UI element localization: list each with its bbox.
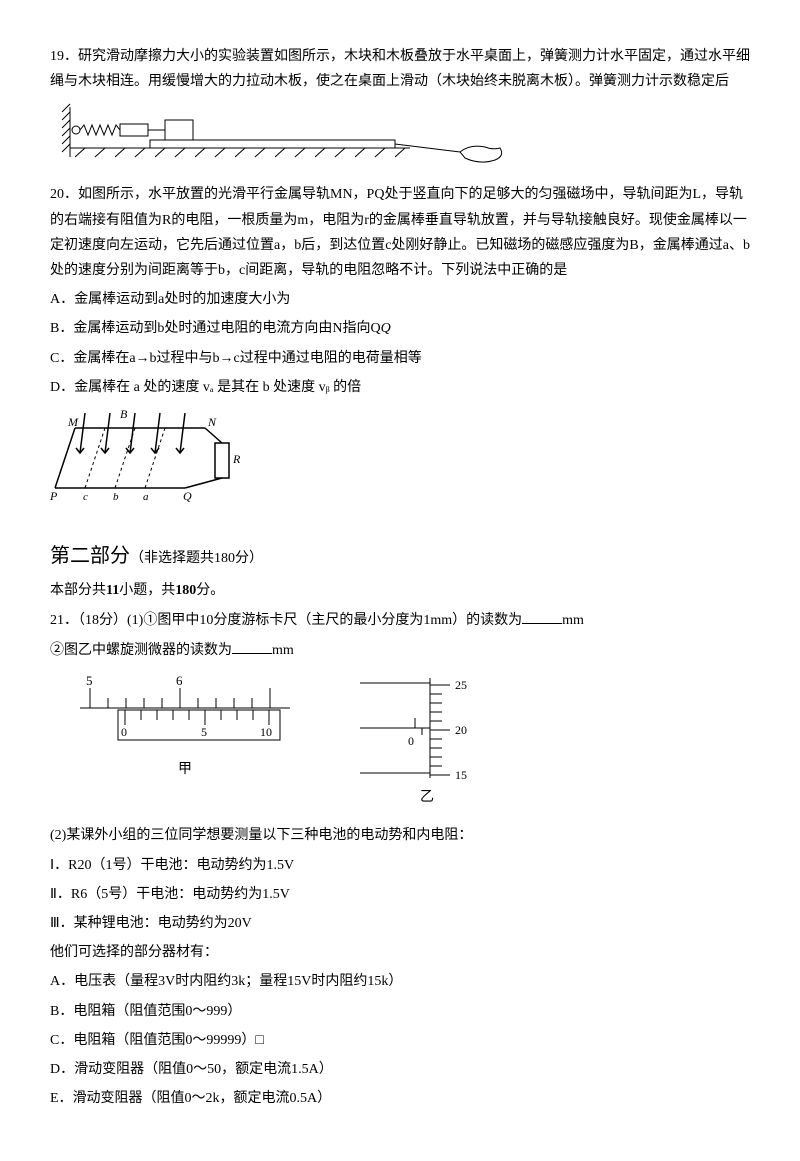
q20-figure: M N P Q R c b a B — [50, 408, 750, 518]
svg-text:5: 5 — [201, 725, 207, 739]
svg-text:25: 25 — [455, 678, 467, 692]
svg-text:R: R — [232, 452, 241, 466]
q21-battery-3: Ⅲ．某种锂电池：电动势约为20V — [50, 911, 750, 936]
q21-equip-b: B．电阻箱（阻值范围0～999） — [50, 999, 750, 1024]
svg-text:6: 6 — [176, 673, 183, 688]
q20-option-c: C．金属棒在a→b过程中与b→c过程中通过电阻的电荷量相等 — [50, 346, 750, 371]
question-19: 19．研究滑动摩擦力大小的实验装置如图所示，木块和木板叠放于水平桌面上，弹簧测力… — [50, 44, 750, 172]
svg-text:B: B — [120, 408, 128, 421]
q21-equip-c: C．电阻箱（阻值范围0～99999）□ — [50, 1028, 750, 1053]
q21-equip-e: E．滑动变阻器（阻值0～2k，额定电流0.5A） — [50, 1086, 750, 1111]
q19-text: 19．研究滑动摩擦力大小的实验装置如图所示，木块和木板叠放于水平桌面上，弹簧测力… — [50, 44, 750, 94]
q20-option-a: A．金属棒运动到a处时的加速度大小为 — [50, 287, 750, 312]
micrometer-figure: 25 20 15 0 乙 — [350, 673, 520, 808]
q21-equip-intro: 他们可选择的部分器材有： — [50, 940, 750, 965]
svg-text:0: 0 — [408, 734, 414, 748]
blank-input[interactable] — [522, 607, 562, 624]
rail-circuit-figure: M N P Q R c b a B — [50, 408, 250, 518]
svg-text:10: 10 — [260, 725, 272, 739]
svg-text:0: 0 — [121, 725, 127, 739]
vernier-figure: 5 6 0 5 10 甲 — [70, 673, 300, 783]
blank-input[interactable] — [232, 637, 272, 654]
q19-figure — [50, 102, 750, 172]
svg-text:P: P — [50, 489, 58, 503]
svg-text:15: 15 — [455, 768, 467, 782]
section-2-title: 第二部分（非选择题共180分） — [50, 538, 750, 574]
svg-text:N: N — [207, 415, 217, 429]
q21-part1-line2: ②图乙中螺旋测微器的读数为mm — [50, 637, 750, 663]
q20-number: 20． — [50, 187, 78, 202]
q19-number: 19． — [50, 49, 78, 64]
svg-text:乙: 乙 — [420, 789, 434, 805]
q21-figures-row: 5 6 0 5 10 甲 — [70, 673, 750, 808]
q21-battery-2: Ⅱ．R6（5号）干电池：电动势约为1.5V — [50, 882, 750, 907]
q20-option-d: D．金属棒在 a 处的速度 vₐ 是其在 b 处速度 vᵦ 的倍 — [50, 375, 750, 400]
q20-text: 20．如图所示，水平放置的光滑平行金属导轨MN，PQ处于竖直向下的足够大的匀强磁… — [50, 182, 750, 283]
q21-battery-1: Ⅰ．R20（1号）干电池：电动势约为1.5V — [50, 853, 750, 878]
friction-apparatus-figure — [50, 102, 510, 172]
q21-part1-line1: 21．（18分）(1)①图甲中10分度游标卡尺（主尺的最小分度为1mm）的读数为… — [50, 607, 750, 633]
question-21: 21．（18分）(1)①图甲中10分度游标卡尺（主尺的最小分度为1mm）的读数为… — [50, 607, 750, 1111]
q19-body: 研究滑动摩擦力大小的实验装置如图所示，木块和木板叠放于水平桌面上，弹簧测力计水平… — [50, 49, 750, 89]
svg-text:甲: 甲 — [178, 762, 192, 777]
q21-equip-d: D．滑动变阻器（阻值0～50，额定电流1.5A） — [50, 1057, 750, 1082]
svg-text:5: 5 — [86, 673, 93, 688]
svg-text:20: 20 — [455, 723, 467, 737]
section-2-subtitle: 本部分共11小题，共180分。 — [50, 578, 750, 603]
q20-option-b: B．金属棒运动到b处时通过电阻的电流方向由N指向QQ — [50, 316, 750, 341]
q20-body: 如图所示，水平放置的光滑平行金属导轨MN，PQ处于竖直向下的足够大的匀强磁场中，… — [50, 187, 750, 278]
question-20: 20．如图所示，水平放置的光滑平行金属导轨MN，PQ处于竖直向下的足够大的匀强磁… — [50, 182, 750, 518]
q21-equip-a: A．电压表（量程3V时内阻约3k；量程15V时内阻约15k） — [50, 969, 750, 994]
svg-text:a: a — [143, 491, 149, 503]
svg-text:Q: Q — [183, 489, 192, 503]
svg-text:b: b — [113, 491, 119, 503]
svg-text:c: c — [83, 491, 88, 503]
svg-text:M: M — [67, 415, 79, 429]
q21-part2-intro: (2)某课外小组的三位同学想要测量以下三种电池的电动势和内电阻： — [50, 823, 750, 848]
